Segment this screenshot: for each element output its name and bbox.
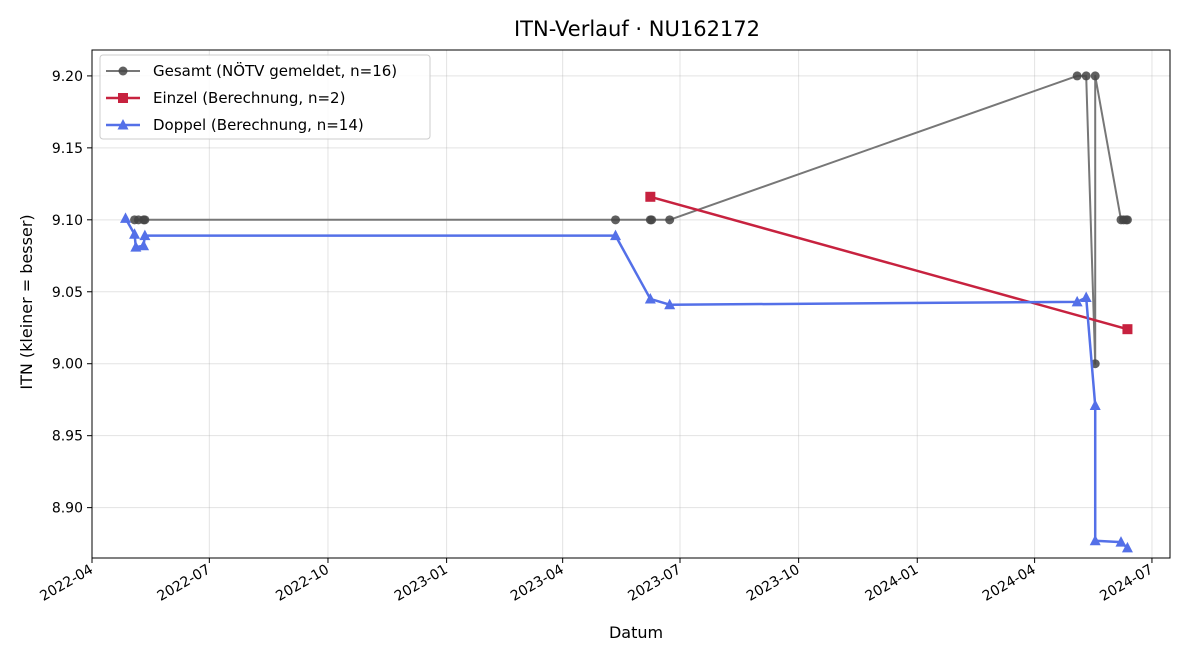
- x-tick-label: 2024-07: [1097, 562, 1156, 605]
- legend-label: Doppel (Berechnung, n=14): [153, 116, 364, 134]
- data-point: [647, 215, 657, 225]
- data-point: [140, 215, 150, 225]
- x-tick-label: 2022-10: [273, 562, 332, 605]
- data-point: [1115, 536, 1127, 547]
- y-axis: 8.90 8.95 9.00 9.05 9.10 9.15 9.20: [52, 69, 92, 517]
- legend-item: Einzel (Berechnung, n=2): [106, 89, 345, 107]
- data-point: [645, 191, 656, 202]
- x-tick-label: 2023-04: [508, 562, 567, 605]
- data-point: [129, 228, 141, 239]
- plot-area-frame: [91, 49, 1171, 559]
- data-point: [1089, 534, 1101, 546]
- x-axis-label: Datum: [609, 623, 663, 642]
- data-point: [665, 215, 675, 225]
- y-tick-label: 9.20: [52, 69, 83, 85]
- x-tick-label: 2024-01: [863, 562, 922, 605]
- y-tick-label: 9.00: [52, 357, 83, 373]
- legend-item: Doppel (Berechnung, n=14): [106, 116, 364, 134]
- data-point: [138, 239, 150, 251]
- y-tick-label: 8.90: [52, 501, 83, 517]
- data-point: [1072, 71, 1082, 81]
- data-point: [1090, 71, 1100, 81]
- data-point: [611, 215, 621, 225]
- data-point: [1122, 215, 1132, 225]
- data-point: [1121, 541, 1133, 553]
- data-point: [610, 229, 622, 241]
- legend-label: Einzel (Berechnung, n=2): [153, 89, 345, 107]
- x-axis: 2022-04 2022-07 2022-10 2023-01 2023-04 2023-…: [37, 558, 1156, 605]
- data-point: [664, 298, 676, 310]
- x-tick-label: 2023-07: [625, 562, 684, 605]
- y-axis-label: ITN (kleiner = besser): [17, 214, 36, 389]
- legend-label: Gesamt (NÖTV gemeldet, n=16): [153, 61, 397, 80]
- series-circle: [130, 71, 1132, 369]
- series-line: [650, 195, 1128, 331]
- data-point: [130, 241, 142, 252]
- data-point: [1122, 324, 1133, 335]
- legend-marker: [118, 93, 128, 103]
- legend-item: Gesamt (NÖTV gemeldet, n=16): [106, 61, 397, 80]
- data-point: [1089, 399, 1101, 410]
- chart-title: ITN-Verlauf · NU162172: [514, 17, 760, 41]
- series-layer: [120, 71, 1133, 553]
- legend-box: [99, 54, 431, 140]
- y-tick-label: 9.05: [52, 285, 83, 301]
- data-point: [1081, 71, 1091, 81]
- legend: Gesamt (NÖTV gemeldet, n=16) Einzel (Bere…: [99, 54, 431, 140]
- data-point: [120, 212, 132, 223]
- y-tick-label: 8.95: [52, 429, 83, 445]
- legend-marker: [118, 66, 128, 76]
- data-point: [1071, 295, 1083, 307]
- series-square: [645, 191, 1133, 335]
- data-point: [1080, 291, 1092, 303]
- legend-marker: [117, 119, 129, 130]
- series-line: [124, 217, 1129, 549]
- x-tick-label: 2023-10: [744, 562, 803, 605]
- data-point: [644, 292, 656, 304]
- y-tick-label: 9.10: [52, 213, 83, 229]
- x-tick-label: 2022-04: [37, 562, 96, 605]
- x-tick-label: 2023-01: [392, 562, 451, 605]
- x-tick-label: 2022-07: [155, 562, 214, 605]
- data-point: [139, 229, 151, 241]
- x-tick-label: 2024-04: [980, 562, 1039, 605]
- series-triangle: [120, 212, 1133, 553]
- y-tick-label: 9.15: [52, 141, 83, 157]
